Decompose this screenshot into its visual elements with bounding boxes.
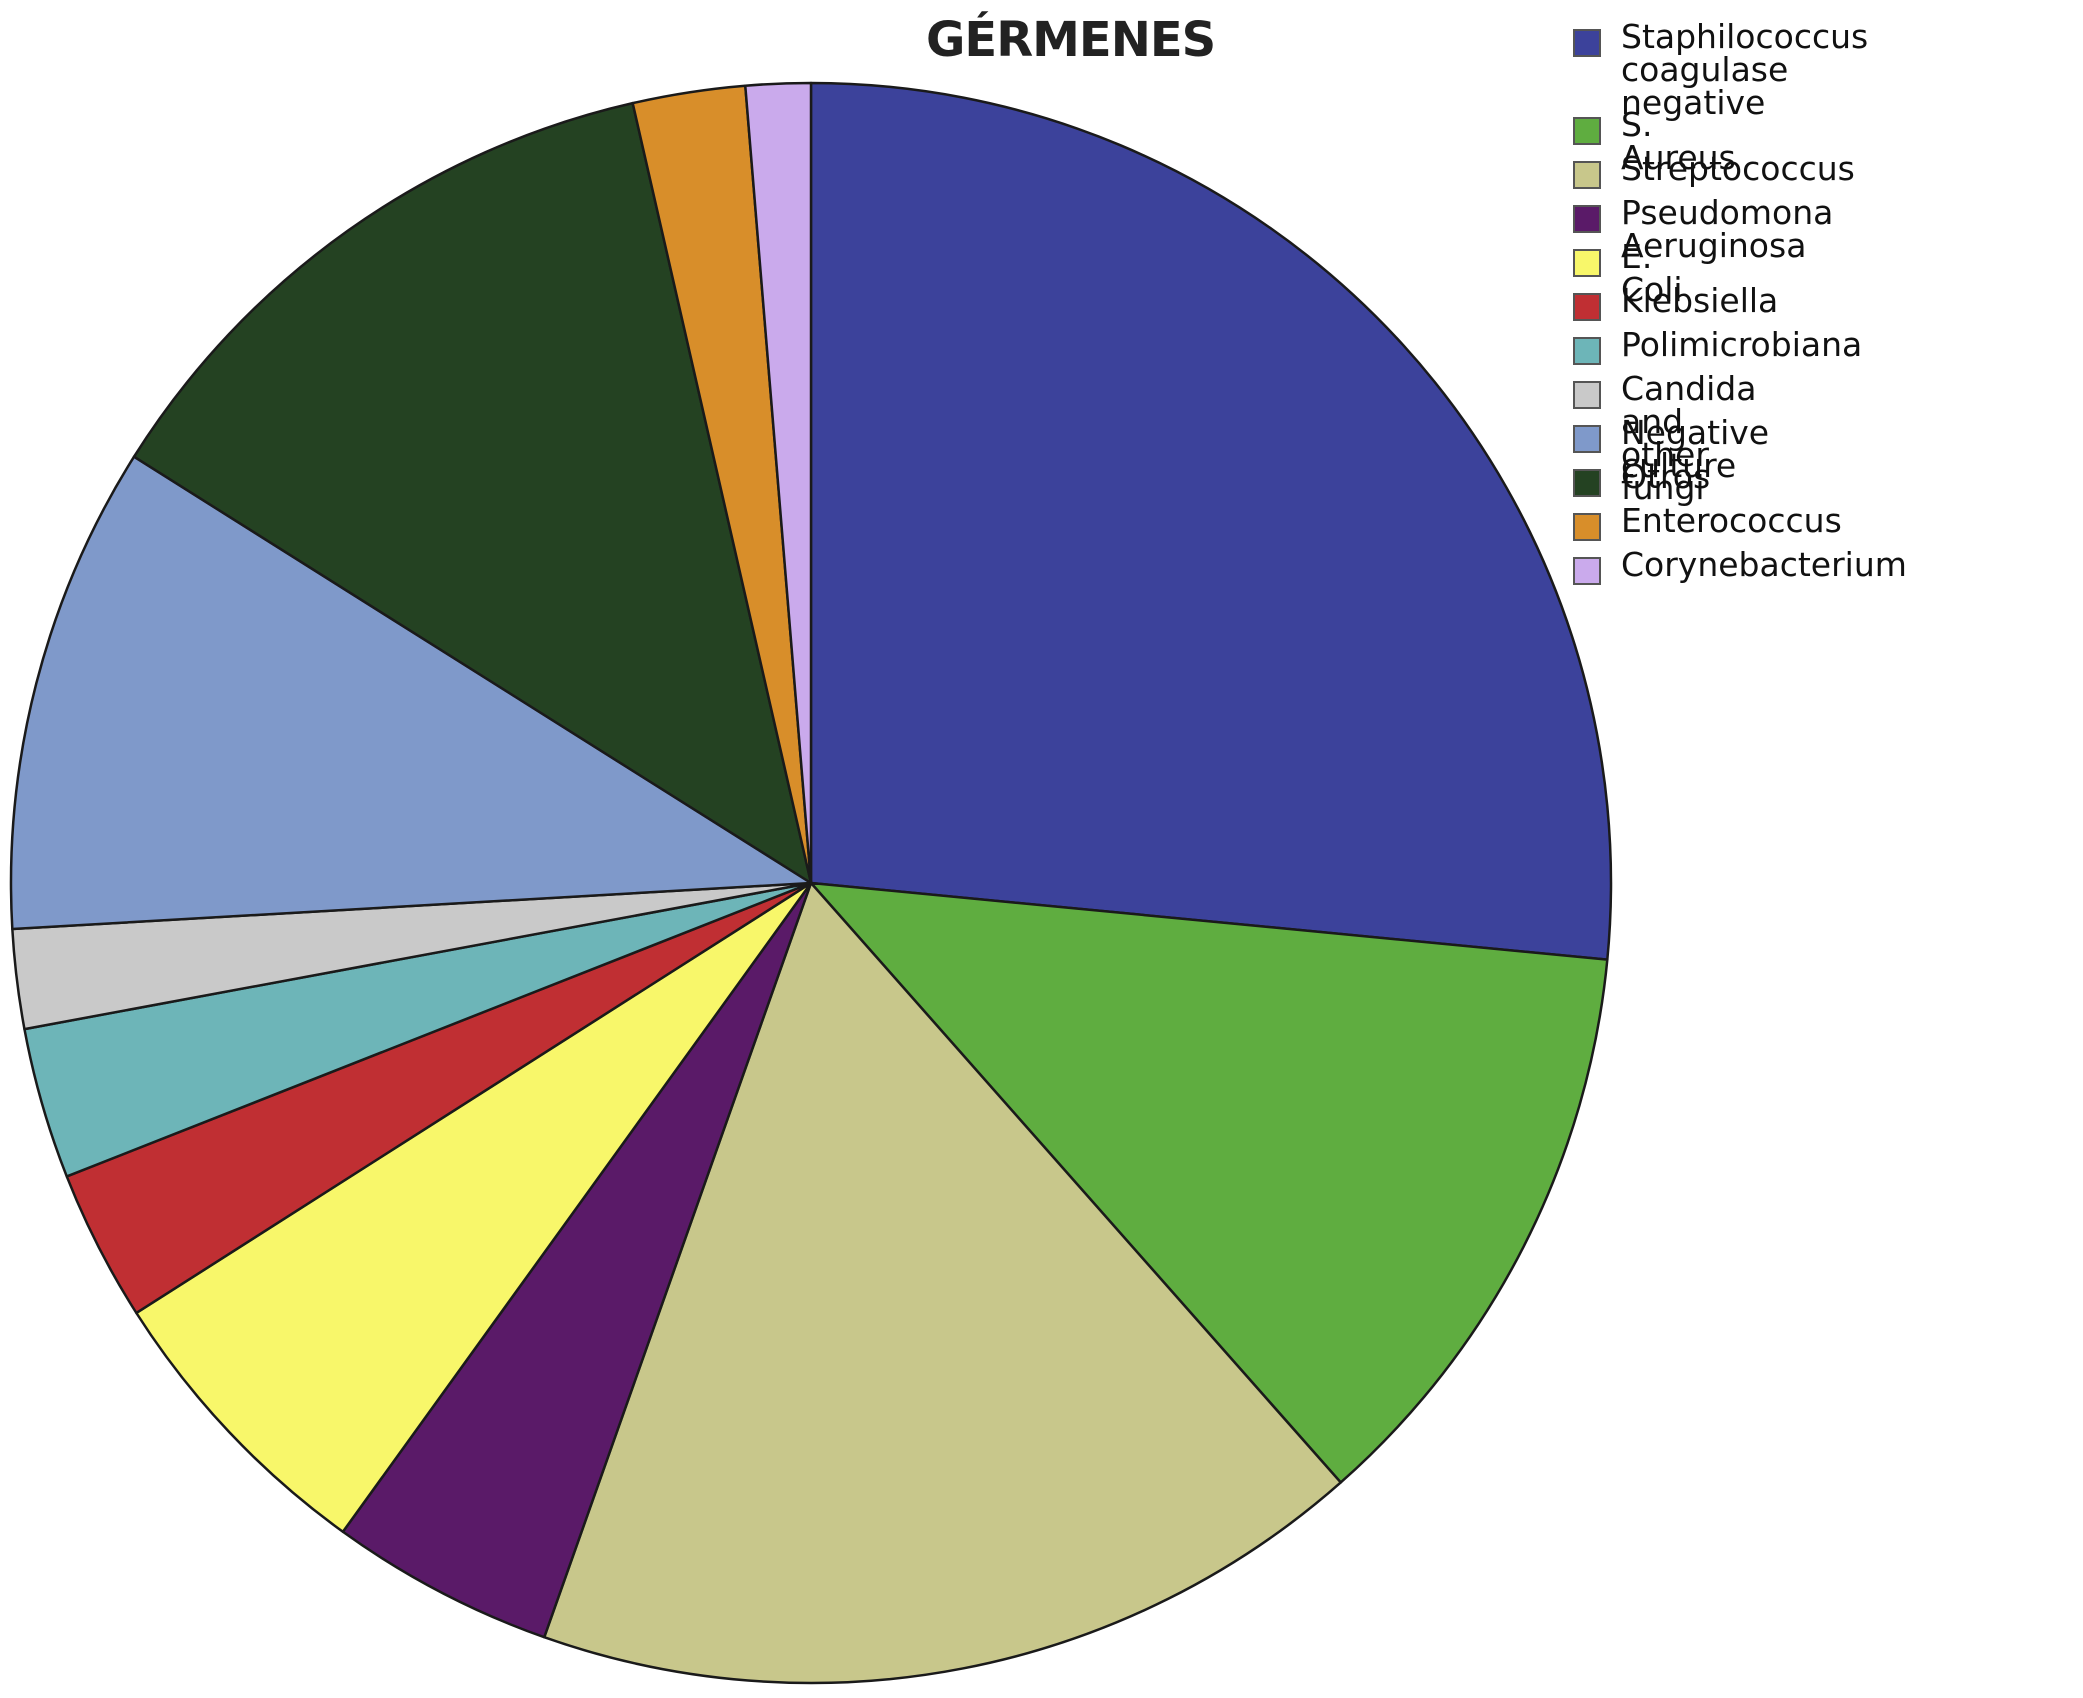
chart-title: GÉRMENES [926,12,1216,68]
legend-label: E. Coli [1621,237,1683,309]
pie-slice-s-aureus [809,881,1609,1484]
legend-swatch [1573,293,1601,321]
pie-slice-e-coli [135,881,813,1534]
legend-swatch [1573,161,1601,189]
legend-label: Klebsiella [1621,281,1779,320]
legend-swatch [1573,425,1601,453]
legend-swatch [1573,381,1601,409]
legend-label: Enterococcus [1621,501,1842,540]
legend-label: S. Aureus [1621,105,1736,177]
pie-slice-staphilococcus-coagulase [809,81,1613,961]
legend-swatch [1573,117,1601,145]
legend-swatch [1573,513,1601,541]
legend-label: Corynebacterium [1621,545,1907,584]
pie-slice-negative-culture [9,455,813,931]
legend-swatch [1573,205,1601,233]
pie-slice-streptococcus [543,881,1342,1685]
legend-swatch [1573,469,1601,497]
legend-swatch [1573,249,1601,277]
legend-swatch [1573,29,1601,57]
legend-label: Staphilococcus coagulase negative [1621,17,1869,122]
pie-slice-pseudomona-aeruginosa [341,881,813,1639]
legend-label: Polimicrobiana [1621,325,1863,364]
legend-label: Otros [1621,457,1711,496]
legend-swatch [1573,337,1601,365]
legend-label: Negative culture [1621,413,1770,485]
pie-slice-otros [132,101,813,885]
legend-swatch [1573,557,1601,585]
legend-label: Streptococcus [1621,149,1855,188]
legend-label: Pseudomona Aeruginosa [1621,193,1834,265]
legend-label: Candida and other fungi [1621,369,1757,507]
pie-slice-corynebacterium [744,81,813,885]
